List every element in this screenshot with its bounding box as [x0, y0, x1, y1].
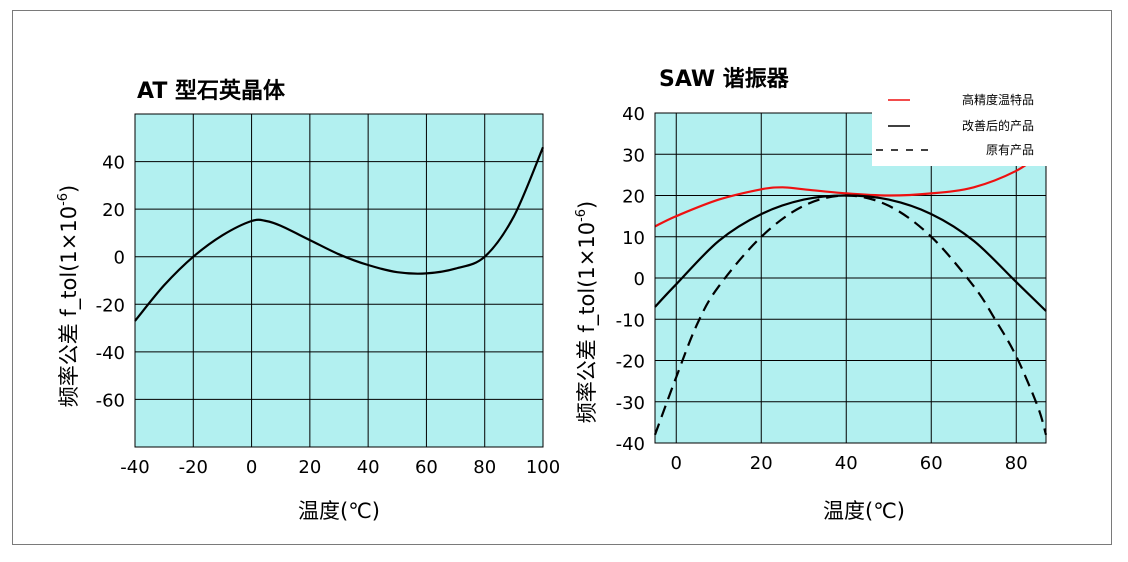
chart-at-crystal: AT 型石英晶体 -40 -20 0 20 40 60 80 100 -60 -40 -20 0 20… — [56, 79, 560, 523]
y-tick-label: 0 — [634, 269, 645, 290]
chart-title: AT 型石英晶体 — [137, 79, 286, 104]
y-axis-label: 频率公差 f_tol(1×10-6) — [56, 185, 82, 408]
x-tick-label: 80 — [1005, 453, 1028, 474]
x-tick-label: 20 — [750, 453, 773, 474]
x-tick-label: 20 — [298, 457, 321, 478]
series-line-3 — [653, 194, 1048, 436]
chart-saw-resonator: SAW 谐振器 0 20 40 60 80 -40-30-20-10010203040 … — [574, 67, 1048, 523]
x-tick-label: 60 — [920, 453, 943, 474]
x-tick-label: 40 — [835, 453, 858, 474]
y-axis-label-close: ) — [57, 185, 81, 193]
y-tick-label: -40 — [616, 434, 645, 455]
plot-border — [134, 113, 544, 448]
y-axis-label-main: 频率公差 f_tol(1×10 — [57, 206, 82, 407]
y-tick-label: 0 — [114, 248, 125, 269]
y-tick-label: -30 — [616, 393, 645, 414]
plot-border — [654, 112, 1047, 444]
y-tick-labels: -60 -40 -20 0 20 40 — [96, 153, 125, 412]
y-axis-label: 频率公差 f_tol(1×10-6) — [574, 201, 600, 424]
series-lines — [653, 149, 1048, 436]
x-tick-labels: -40 -20 0 20 40 60 80 100 — [120, 457, 560, 478]
y-tick-label: 40 — [622, 104, 645, 125]
series-lines — [134, 146, 545, 322]
y-tick-label: -10 — [616, 310, 645, 331]
x-axis-label: 温度(℃) — [823, 499, 905, 523]
chart-title: SAW 谐振器 — [659, 67, 790, 92]
y-tick-label: 10 — [622, 228, 645, 249]
x-tick-label: 0 — [246, 457, 257, 478]
y-axis-label-close: ) — [575, 201, 599, 209]
x-tick-label: 100 — [526, 457, 560, 478]
legend-label: 原有产品 — [986, 143, 1034, 157]
y-tick-label: 40 — [102, 153, 125, 174]
y-tick-label: -40 — [96, 343, 125, 364]
y-tick-label: -20 — [96, 295, 125, 316]
y-tick-label: 20 — [622, 187, 645, 208]
y-tick-labels: -40 -30 -20 -10 0 10 20 30 40 — [616, 104, 645, 455]
legend-label: 高精度温特品 — [962, 92, 1034, 107]
x-tick-label: 40 — [357, 457, 380, 478]
y-tick-label: -60 — [96, 390, 125, 411]
grid — [135, 114, 543, 447]
y-tick-label: 20 — [102, 200, 125, 221]
y-tick-label: 30 — [622, 145, 645, 166]
x-tick-label: 80 — [473, 457, 496, 478]
x-tick-label: -20 — [179, 457, 208, 478]
x-axis-label: 温度(℃) — [298, 499, 380, 523]
y-axis-label-main: 频率公差 f_tol(1×10 — [575, 222, 600, 423]
y-tick-label: -20 — [616, 352, 645, 373]
y-axis-label-sup: -6 — [574, 209, 589, 222]
series-line-1 — [134, 146, 545, 322]
plot-area — [135, 114, 543, 447]
x-tick-labels: 0 20 40 60 80 — [671, 453, 1028, 474]
x-tick-label: 0 — [671, 453, 682, 474]
y-axis-label-sup: -6 — [56, 193, 71, 206]
x-tick-label: -40 — [120, 457, 149, 478]
legend-label: 改善后的产品 — [962, 118, 1034, 133]
x-tick-label: 60 — [415, 457, 438, 478]
series-line-1 — [654, 149, 1047, 228]
